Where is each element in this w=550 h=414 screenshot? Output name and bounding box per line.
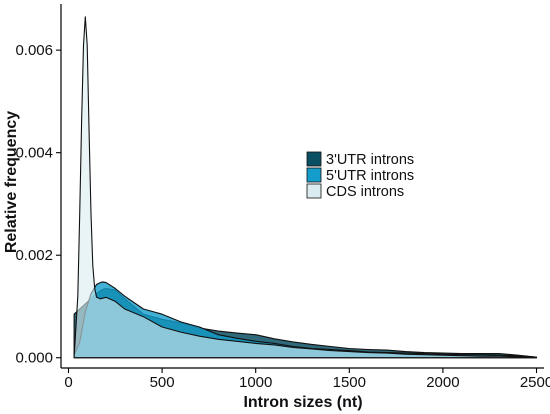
y-tick-label: 0.002 — [15, 247, 53, 264]
x-tick-label: 1500 — [333, 374, 366, 391]
y-tick-label: 0.004 — [15, 145, 53, 162]
legend-label: CDS introns — [326, 184, 404, 200]
x-tick-label: 2000 — [426, 374, 459, 391]
x-tick-label: 0 — [64, 374, 72, 391]
x-tick-label: 500 — [150, 374, 175, 391]
y-axis-title: Relative frequency — [3, 111, 20, 253]
legend-label: 3'UTR introns — [326, 152, 414, 168]
legend-swatch — [306, 151, 322, 167]
legend-swatch — [306, 183, 322, 199]
series-layer — [73, 16, 538, 359]
x-tick-label: 2500 — [520, 374, 550, 391]
series-area-cds-introns — [73, 16, 538, 359]
axes: 0 500 1000 1500 2000 2500 0.000 0.002 0.004 0.006 — [15, 4, 550, 391]
legend-swatch — [306, 167, 322, 183]
x-tick-label: 1000 — [239, 374, 272, 391]
y-tick-label: 0.006 — [15, 42, 53, 59]
y-tick-label: 0.000 — [15, 350, 53, 367]
x-axis-title: Intron sizes (nt) — [243, 394, 362, 411]
legend-label: 5'UTR introns — [326, 168, 414, 184]
